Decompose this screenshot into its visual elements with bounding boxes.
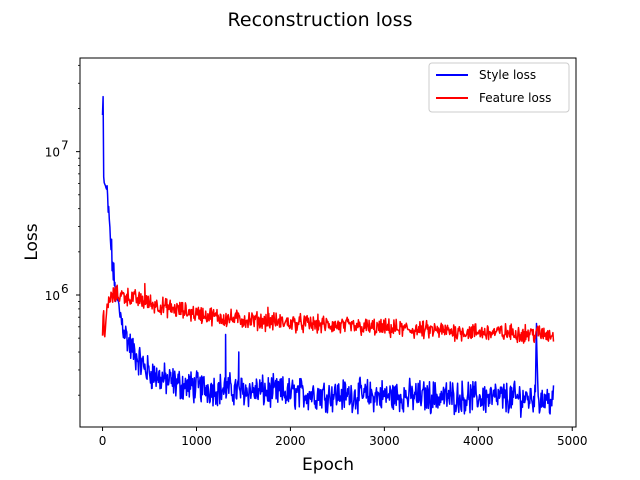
y-tick-label: 10 [45,146,60,160]
chart-title: Reconstruction loss [228,9,413,31]
x-tick-label: 4000 [463,434,494,448]
x-tick-label: 1000 [181,434,212,448]
x-axis-label: Epoch [302,455,354,475]
legend-label-feature-loss: Feature loss [479,91,551,105]
plot-frame [79,57,577,428]
y-axis-label: Loss [22,223,42,260]
x-tick-label: 0 [99,434,107,448]
plot-background [80,58,576,427]
y-tick-exponent: 6 [61,282,69,296]
x-tick-label: 3000 [369,434,400,448]
x-tick-label: 2000 [275,434,306,448]
x-tick-label: 5000 [557,434,588,448]
y-tick-exponent: 7 [61,139,69,153]
series-lines [101,95,555,418]
series-line-feature-loss [101,282,555,344]
series-line-style-loss [101,95,555,418]
legend: Style loss Feature loss [428,62,570,113]
y-tick-label: 10 [45,289,60,303]
legend-label-style-loss: Style loss [479,68,536,82]
x-axis-ticks: 0 1000 2000 3000 4000 5000 [99,427,588,448]
